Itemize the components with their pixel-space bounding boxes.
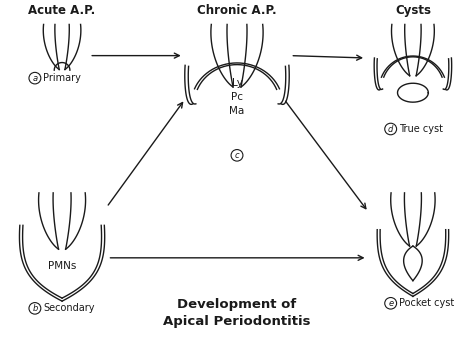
Text: b: b	[32, 304, 37, 313]
Text: a: a	[32, 74, 37, 83]
Text: Development of
Apical Periodontitis: Development of Apical Periodontitis	[163, 298, 311, 328]
Text: PMNs: PMNs	[48, 261, 76, 271]
Text: e: e	[388, 299, 393, 308]
Text: Ly
Pc
Ma: Ly Pc Ma	[229, 78, 245, 116]
Text: c: c	[235, 151, 239, 160]
Text: Cysts: Cysts	[395, 4, 431, 17]
Text: Chronic A.P.: Chronic A.P.	[197, 4, 277, 17]
Text: Secondary: Secondary	[43, 303, 95, 313]
Text: d: d	[388, 124, 393, 134]
Text: Acute A.P.: Acute A.P.	[28, 4, 96, 17]
Text: Primary: Primary	[43, 73, 81, 83]
Text: Pocket cyst: Pocket cyst	[399, 298, 454, 308]
Text: True cyst: True cyst	[399, 124, 443, 134]
